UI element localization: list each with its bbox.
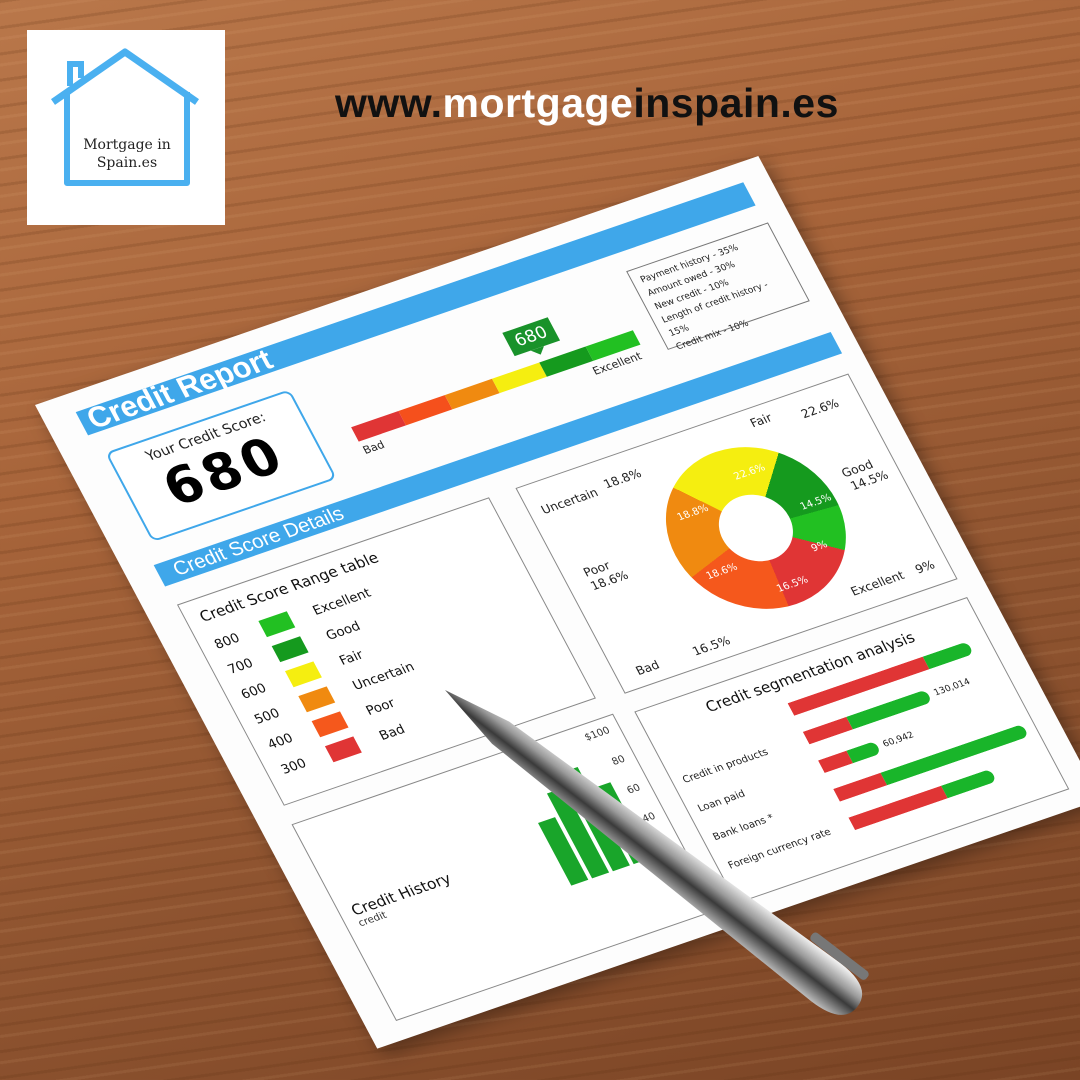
- logo-text-line2: Spain.es: [96, 155, 158, 171]
- house-icon: [51, 48, 199, 186]
- url-highlight: mortgage: [442, 80, 634, 126]
- url-suffix: inspain.es: [633, 80, 839, 126]
- logo: Mortgage in Spain.es: [27, 30, 225, 225]
- website-url: www.mortgageinspain.es: [335, 80, 839, 127]
- url-prefix: www.: [335, 80, 443, 126]
- logo-text-line1: Mortgage in: [83, 137, 171, 153]
